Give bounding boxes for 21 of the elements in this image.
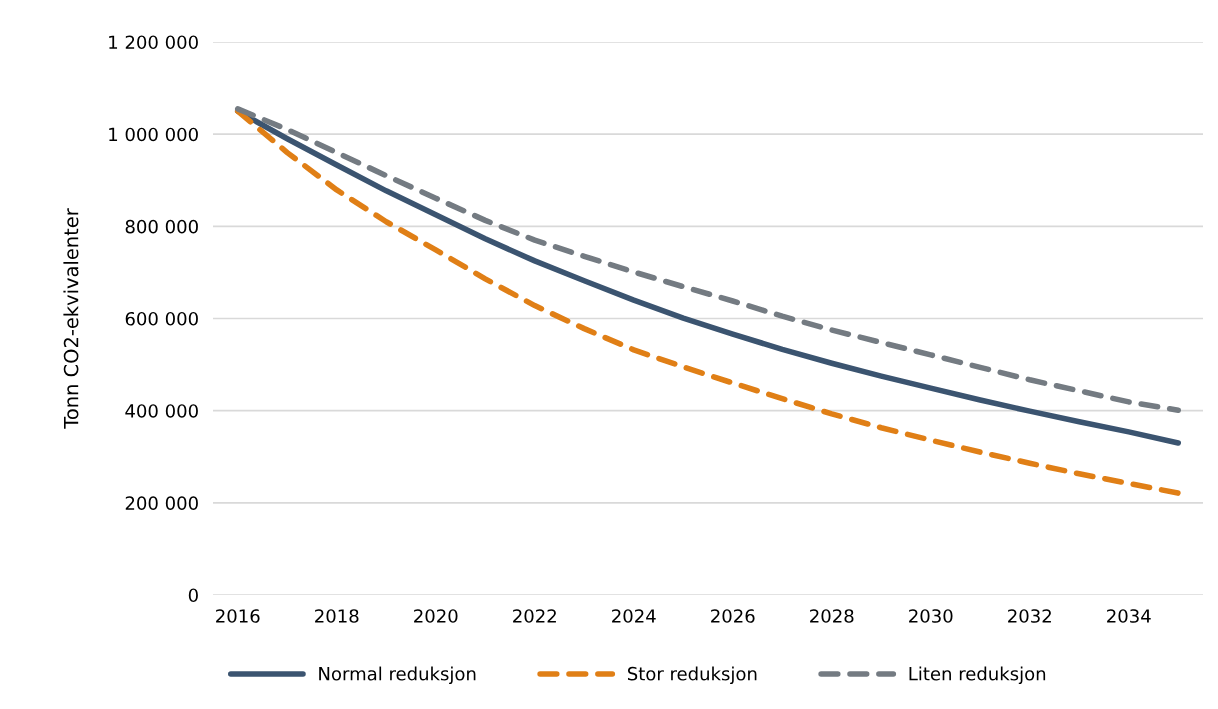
y-tick-label: 400 000 [125, 404, 198, 418]
x-tick-label: 2016 [216, 609, 260, 623]
y-tick-label: 200 000 [125, 496, 198, 510]
y-tick-label: 1 200 000 [109, 35, 198, 50]
x-tick-label: 2028 [810, 609, 854, 623]
y-tick-label: 1 000 000 [109, 127, 198, 142]
x-tick-label: 2018 [315, 609, 359, 623]
legend-label: Normal reduksjon [319, 666, 476, 685]
x-tick-label: 2026 [711, 609, 755, 623]
legend-label: Liten reduksjon [909, 666, 1046, 685]
y-axis-title: Tonn CO2-ekvivalenter [63, 208, 79, 429]
y-tick-label: 800 000 [125, 219, 198, 234]
y-tick-label: 0 [188, 588, 198, 603]
legend-label: Stor reduksjon [627, 666, 757, 685]
x-tick-label: 2022 [513, 609, 556, 623]
y-tick-label: 600 000 [125, 311, 198, 326]
x-tick-label: 2030 [909, 609, 953, 623]
x-tick-label: 2024 [612, 609, 656, 623]
x-tick-label: 2034 [1107, 609, 1151, 623]
x-tick-label: 2032 [1008, 609, 1051, 623]
x-tick-label: 2020 [414, 609, 458, 623]
